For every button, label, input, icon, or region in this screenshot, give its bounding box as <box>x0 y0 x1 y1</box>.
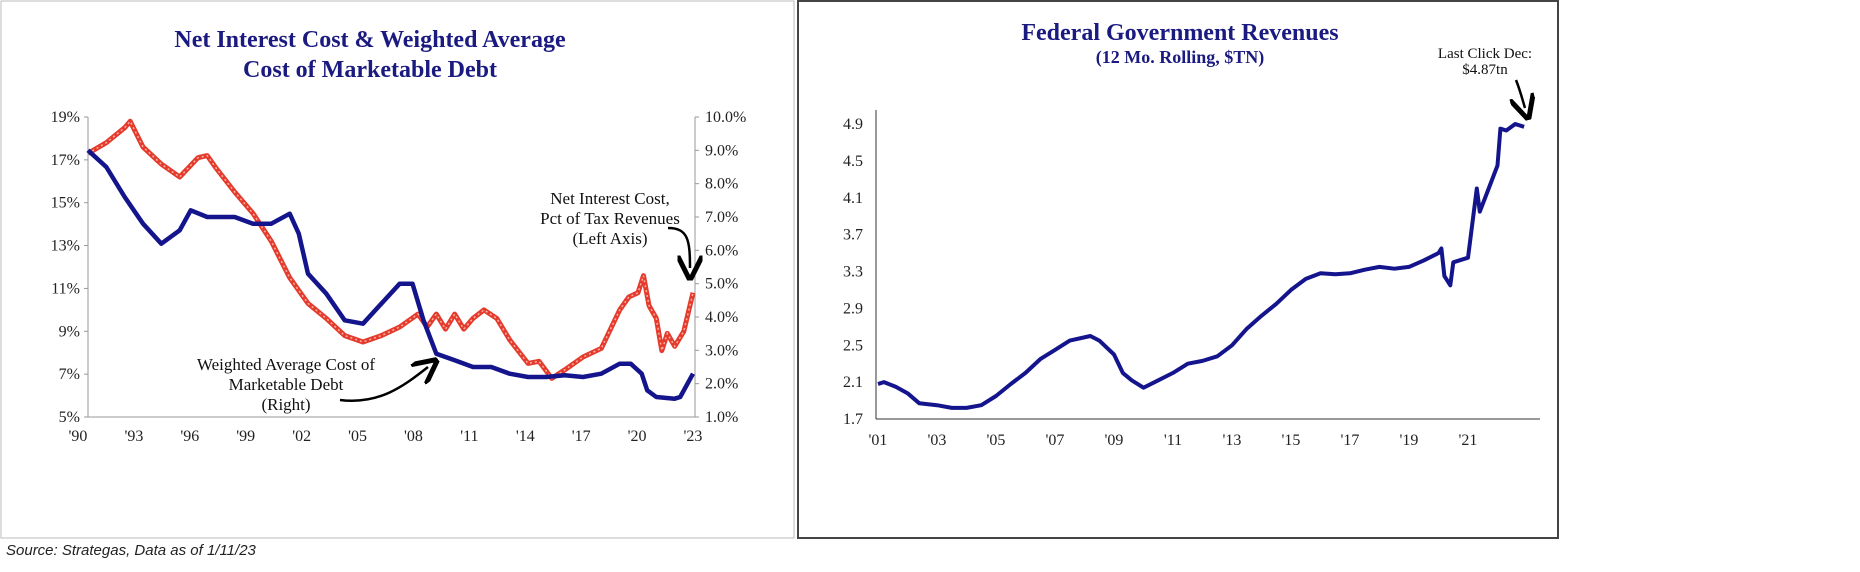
revenue-x-tick-label: '13 <box>1223 432 1242 449</box>
y-right-tick-label: 7.0% <box>705 209 738 226</box>
net-interest-cost-line <box>86 118 696 381</box>
y-right-tick-label: 3.0% <box>705 342 738 359</box>
net-interest-annotation-line2: Pct of Tax Revenues <box>540 209 680 228</box>
revenue-x-tick-label: '19 <box>1400 432 1419 449</box>
revenue-y-tick-label: 2.5 <box>843 337 863 354</box>
net-interest-annotation-line3: (Left Axis) <box>572 229 647 248</box>
revenue-x-tick-label: '11 <box>1164 432 1182 449</box>
x-tick-label: '17 <box>572 428 591 445</box>
x-tick-label: '93 <box>124 428 143 445</box>
x-tick-label: '14 <box>516 428 535 445</box>
revenue-y-tick-label: 2.9 <box>843 300 863 317</box>
y-left-tick-label: 7% <box>59 366 80 383</box>
y-right-tick-label: 8.0% <box>705 176 738 193</box>
last-click-annotation-line1: Last Click Dec: <box>1438 46 1532 62</box>
last-click-arrow-icon <box>1516 79 1525 108</box>
revenue-y-tick-label: 4.1 <box>843 190 863 207</box>
revenue-y-tick-label: 4.9 <box>843 116 863 133</box>
revenue-y-tick-label: 4.5 <box>843 153 863 170</box>
x-tick-label: '90 <box>69 428 88 445</box>
net-interest-cost-line-texture <box>87 119 694 380</box>
y-left-tick-label: 19% <box>51 109 80 126</box>
wac-annotation-line2: Marketable Debt <box>229 375 344 394</box>
left-chart-title: Net Interest Cost & Weighted Average <box>174 27 566 53</box>
last-click-annotation-line2: $4.87tn <box>1462 62 1508 78</box>
y-right-tick-label: 10.0% <box>705 109 746 126</box>
x-tick-label: '08 <box>404 428 423 445</box>
y-right-tick-label: 2.0% <box>705 376 738 393</box>
revenue-y-tick-label: 1.7 <box>843 411 863 428</box>
revenue-x-tick-label: '15 <box>1282 432 1301 449</box>
y-left-tick-label: 9% <box>59 323 80 340</box>
y-right-tick-label: 4.0% <box>705 309 738 326</box>
revenue-x-tick-label: '07 <box>1046 432 1065 449</box>
y-right-tick-label: 1.0% <box>705 409 738 426</box>
x-tick-label: '05 <box>348 428 367 445</box>
revenue-y-tick-label: 3.3 <box>843 264 863 281</box>
x-tick-label: '02 <box>292 428 311 445</box>
net-interest-arrow-icon <box>667 226 690 268</box>
y-left-tick-label: 15% <box>51 195 80 212</box>
revenue-y-tick-label: 3.7 <box>843 227 863 244</box>
wac-annotation-line1: Weighted Average Cost of <box>197 355 376 374</box>
revenue-x-tick-label: '17 <box>1341 432 1360 449</box>
wac-annotation-line3: (Right) <box>261 395 310 414</box>
right-chart-title: Federal Government Revenues <box>1021 20 1338 46</box>
revenue-x-tick-label: '21 <box>1459 432 1478 449</box>
wac-arrow-icon <box>339 367 428 403</box>
x-tick-label: '23 <box>684 428 703 445</box>
left-panel-border <box>0 0 795 539</box>
y-right-tick-label: 6.0% <box>705 242 738 259</box>
source-note: Source: Strategas, Data as of 1/11/23 <box>6 542 256 559</box>
revenue-x-tick-label: '05 <box>987 432 1006 449</box>
revenue-y-tick-label: 2.1 <box>843 374 863 391</box>
y-left-tick-label: 5% <box>59 409 80 426</box>
y-left-tick-label: 11% <box>51 280 80 297</box>
weighted-avg-cost-line <box>86 148 695 401</box>
y-right-tick-label: 5.0% <box>705 276 738 293</box>
right-panel-border <box>797 0 1559 539</box>
y-right-tick-label: 9.0% <box>705 142 738 159</box>
revenue-x-tick-label: '09 <box>1105 432 1124 449</box>
revenue-x-tick-label: '01 <box>869 432 888 449</box>
left-chart-title-line2: Cost of Marketable Debt <box>243 57 497 83</box>
net-interest-annotation-line1: Net Interest Cost, <box>550 189 669 208</box>
x-tick-label: '96 <box>180 428 199 445</box>
right-chart-subtitle: (12 Mo. Rolling, $TN) <box>1096 47 1265 68</box>
x-tick-label: '11 <box>460 428 478 445</box>
revenue-x-tick-label: '03 <box>928 432 947 449</box>
x-tick-label: '99 <box>236 428 255 445</box>
y-left-tick-label: 17% <box>51 152 80 169</box>
revenue-line <box>877 122 1525 410</box>
y-left-tick-label: 13% <box>51 238 80 255</box>
x-tick-label: '20 <box>628 428 647 445</box>
